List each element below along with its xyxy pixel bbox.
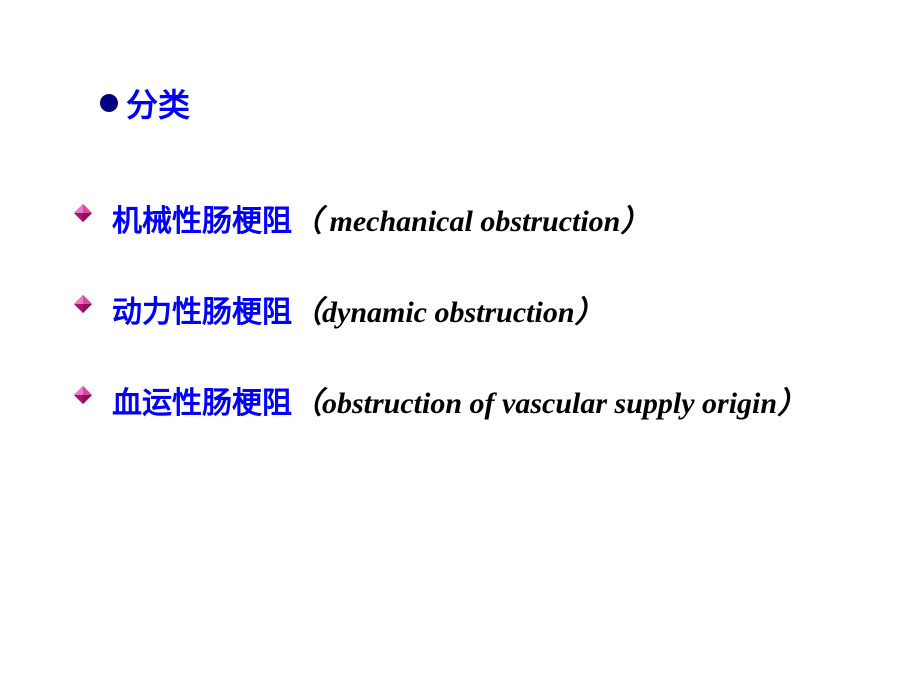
chinese-term: 血运性肠梗阻 xyxy=(112,387,292,420)
list-item: 机械性肠梗阻（ mechanical obstruction） xyxy=(74,196,850,247)
paren-close: ） xyxy=(620,205,650,238)
paren-close: ） xyxy=(777,387,807,420)
paren-close: ） xyxy=(575,296,605,329)
slide-content: 分类 机械性肠梗阻（ mechanical obstruction） xyxy=(0,0,920,509)
english-term: obstruction of vascular supply origin xyxy=(322,387,777,420)
item-content: 动力性肠梗阻（dynamic obstruction） xyxy=(112,287,605,338)
list-item: 动力性肠梗阻（dynamic obstruction） xyxy=(74,287,850,338)
paren-open: （ xyxy=(292,205,330,238)
diamond-bullet-icon xyxy=(74,295,92,313)
heading: 分类 xyxy=(100,80,850,126)
item-content: 机械性肠梗阻（ mechanical obstruction） xyxy=(112,196,650,247)
paren-open: （ xyxy=(292,387,322,420)
chinese-term: 动力性肠梗阻 xyxy=(112,296,292,329)
item-content: 血运性肠梗阻（obstruction of vascular supply or… xyxy=(112,378,807,429)
list-item: 血运性肠梗阻（obstruction of vascular supply or… xyxy=(74,378,850,429)
circle-bullet-icon xyxy=(100,94,118,112)
diamond-bullet-icon xyxy=(74,386,92,404)
heading-text: 分类 xyxy=(126,80,190,126)
chinese-term: 机械性肠梗阻 xyxy=(112,205,292,238)
english-term: mechanical obstruction xyxy=(330,205,621,238)
list: 机械性肠梗阻（ mechanical obstruction） 动力性肠梗阻（d… xyxy=(70,196,850,429)
english-term: dynamic obstruction xyxy=(322,296,575,329)
paren-open: （ xyxy=(292,296,322,329)
diamond-bullet-icon xyxy=(74,204,92,222)
